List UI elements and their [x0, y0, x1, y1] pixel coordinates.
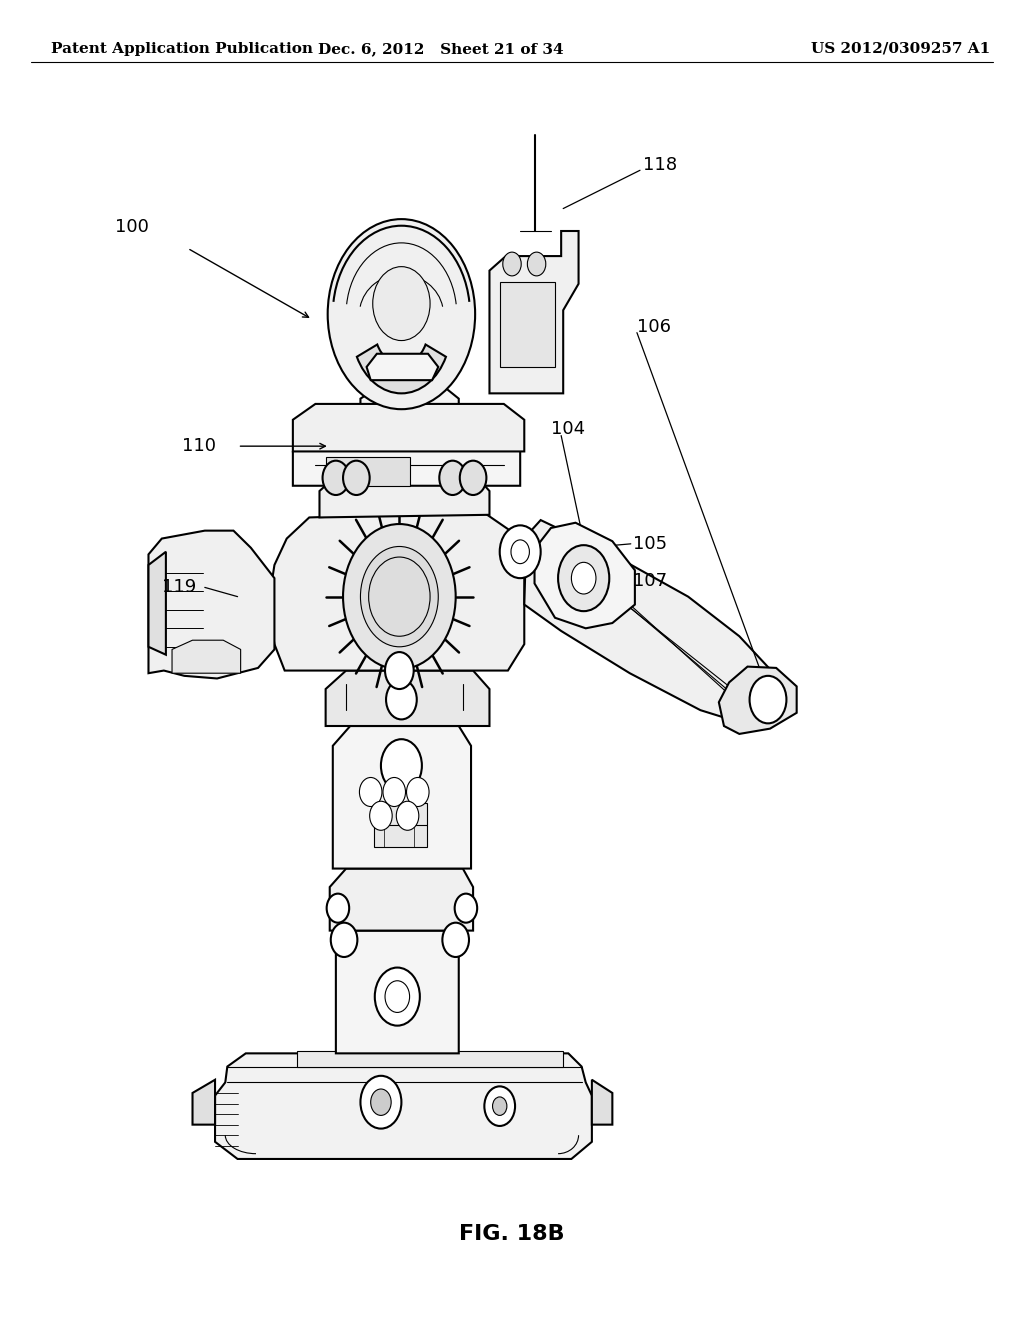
Wedge shape — [356, 345, 446, 393]
Circle shape — [484, 1086, 515, 1126]
Circle shape — [360, 1076, 401, 1129]
Polygon shape — [215, 1053, 592, 1159]
Text: 105: 105 — [633, 535, 667, 553]
Circle shape — [343, 524, 456, 669]
Circle shape — [371, 1089, 391, 1115]
Circle shape — [383, 777, 406, 807]
Circle shape — [407, 777, 429, 807]
Circle shape — [385, 981, 410, 1012]
Text: Dec. 6, 2012   Sheet 21 of 34: Dec. 6, 2012 Sheet 21 of 34 — [317, 42, 563, 55]
Circle shape — [511, 540, 529, 564]
Circle shape — [331, 923, 357, 957]
Polygon shape — [148, 552, 166, 655]
Text: 100: 100 — [115, 218, 148, 236]
Circle shape — [381, 739, 422, 792]
Text: US 2012/0309257 A1: US 2012/0309257 A1 — [811, 42, 991, 55]
Polygon shape — [333, 726, 471, 869]
Bar — [374, 803, 427, 847]
Polygon shape — [535, 523, 635, 628]
Bar — [500, 282, 555, 367]
Circle shape — [527, 252, 546, 276]
Circle shape — [385, 652, 414, 689]
Text: Patent Application Publication: Patent Application Publication — [51, 42, 313, 55]
Circle shape — [360, 546, 438, 647]
Circle shape — [455, 894, 477, 923]
Circle shape — [439, 461, 466, 495]
Polygon shape — [336, 931, 459, 1053]
Text: 106: 106 — [637, 318, 671, 337]
Bar — [297, 1051, 563, 1067]
Polygon shape — [489, 231, 579, 393]
Polygon shape — [293, 404, 524, 451]
Text: 104: 104 — [551, 420, 585, 438]
Circle shape — [359, 777, 382, 807]
Polygon shape — [524, 520, 780, 729]
Circle shape — [460, 461, 486, 495]
Polygon shape — [268, 512, 524, 671]
Bar — [326, 457, 410, 486]
Polygon shape — [293, 433, 520, 486]
Circle shape — [500, 525, 541, 578]
Circle shape — [571, 562, 596, 594]
Polygon shape — [719, 667, 797, 734]
Circle shape — [386, 680, 417, 719]
Circle shape — [375, 968, 420, 1026]
Circle shape — [373, 267, 430, 341]
Polygon shape — [367, 354, 438, 380]
Text: 110: 110 — [182, 437, 216, 455]
Circle shape — [442, 923, 469, 957]
Circle shape — [343, 461, 370, 495]
Polygon shape — [193, 1080, 215, 1125]
Polygon shape — [319, 473, 489, 517]
Circle shape — [750, 676, 786, 723]
Circle shape — [323, 461, 349, 495]
Polygon shape — [330, 869, 473, 931]
Polygon shape — [592, 1080, 612, 1125]
Circle shape — [558, 545, 609, 611]
Polygon shape — [172, 640, 241, 673]
Circle shape — [327, 894, 349, 923]
Text: 119: 119 — [162, 578, 196, 597]
Circle shape — [503, 252, 521, 276]
Text: FIG. 18B: FIG. 18B — [459, 1224, 565, 1245]
Circle shape — [396, 801, 419, 830]
Polygon shape — [148, 531, 274, 678]
Polygon shape — [360, 385, 459, 433]
Polygon shape — [326, 671, 489, 726]
Text: 118: 118 — [643, 156, 677, 174]
Circle shape — [370, 801, 392, 830]
Circle shape — [328, 219, 475, 409]
Text: 107: 107 — [633, 572, 667, 590]
Circle shape — [493, 1097, 507, 1115]
